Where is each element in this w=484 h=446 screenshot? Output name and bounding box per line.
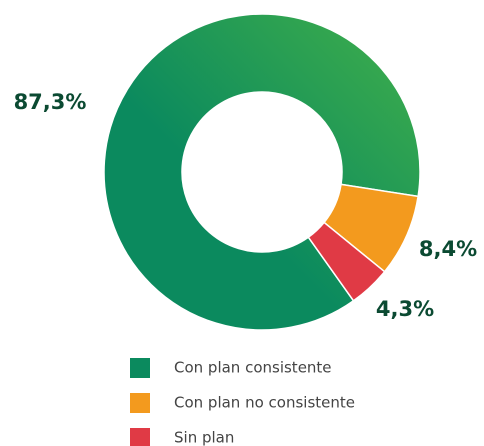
value-label: 8,4% <box>419 237 477 261</box>
legend-label: Con plan consistente <box>174 359 332 377</box>
legend-swatch <box>130 393 150 413</box>
donut-slice <box>103 13 421 331</box>
legend-label: Sin plan <box>174 429 234 446</box>
legend-swatch <box>130 428 150 446</box>
value-label: 87,3% <box>14 90 87 114</box>
legend-label: Con plan no consistente <box>174 394 355 412</box>
donut-slice <box>307 221 386 302</box>
legend-swatch <box>130 358 150 378</box>
value-label: 4,3% <box>376 297 434 321</box>
